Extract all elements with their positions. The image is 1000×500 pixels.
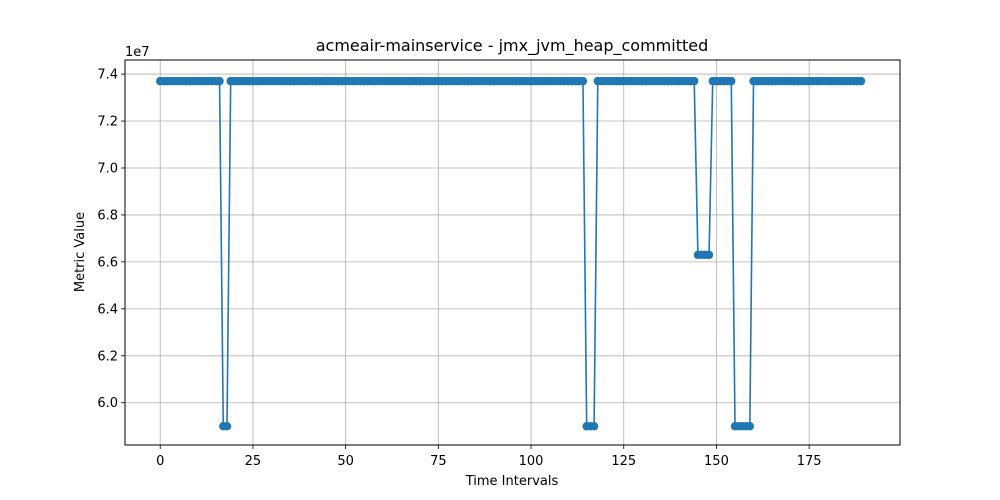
data-point [589,422,599,431]
x-tick-label: 125 [611,454,636,469]
grid [125,60,900,445]
x-axis-label: Time Intervals [465,474,559,489]
y-tick-label: 6.0 [97,396,118,411]
data-point [745,422,755,431]
y-tick-label: 6.6 [97,255,118,270]
x-tick-label: 50 [337,454,354,469]
data-point [215,76,224,86]
x-tick-label: 175 [797,454,822,469]
data-point [856,76,866,86]
x-tick-label: 75 [430,454,447,469]
y-tick-label: 6.8 [97,208,118,223]
x-tick-label: 0 [156,454,164,469]
data-point [704,250,714,260]
y-axis-label: Metric Value [73,212,88,292]
data-point [727,76,736,86]
x-tick-label: 150 [704,454,729,469]
y-tick-label: 7.2 [97,115,118,130]
y-tick-label: 6.4 [97,302,118,317]
series [156,76,866,431]
x-tick-label: 100 [519,454,544,469]
y-tick-label: 7.0 [97,161,118,176]
y-axis: 6.0 6.2 6.4 6.6 6.8 7.0 7.2 7.4 [97,68,125,411]
y-tick-label: 6.2 [97,349,118,364]
data-point [690,76,699,86]
y-offset-label: 1e7 [125,45,150,60]
x-tick-label: 25 [245,454,262,469]
series-layer [156,76,866,431]
y-tick-label: 7.4 [97,68,118,83]
chart-title: acmeair-mainservice - jmx_jvm_heap_commi… [316,36,709,56]
plot-frame [124,59,901,446]
data-point [578,76,588,86]
data-point [222,422,232,431]
x-axis: 0 25 50 75 100 125 150 175 [156,445,822,469]
